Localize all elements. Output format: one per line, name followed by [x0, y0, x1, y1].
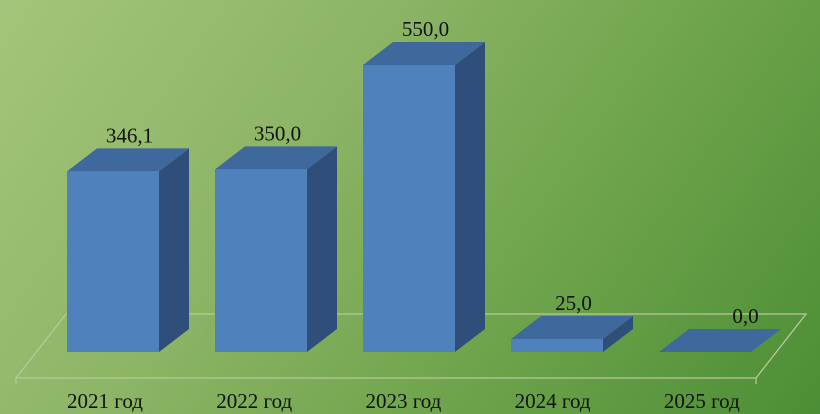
bar-top-4	[659, 329, 781, 352]
data-label-1: 350,0	[254, 121, 301, 145]
bar-side-0	[159, 148, 189, 352]
data-label-4: 0,0	[732, 304, 758, 328]
bar-top-3	[511, 315, 633, 339]
bar-side-2	[455, 42, 485, 352]
bar-top-2	[363, 42, 485, 65]
bar-side-3	[603, 315, 633, 352]
bar-top-1	[215, 146, 337, 170]
x-tick-label-3: 2024 год	[515, 389, 591, 413]
bar-3	[511, 338, 603, 352]
chart-floor	[14, 313, 808, 379]
bar-side-1	[307, 146, 337, 352]
bar-0	[67, 171, 159, 352]
x-tick-label-1: 2022 год	[216, 389, 292, 413]
data-label-0: 346,1	[106, 123, 153, 147]
x-tick-label-4: 2025 год	[664, 389, 740, 413]
data-label-3: 25,0	[555, 291, 592, 315]
bar-top-0	[67, 148, 189, 172]
x-tick-label-2: 2023 год	[365, 389, 441, 413]
bar-2	[363, 65, 455, 352]
data-label-2: 550,0	[402, 17, 449, 41]
x-tick-label-0: 2021 год	[67, 389, 143, 413]
bar-1	[215, 169, 307, 352]
